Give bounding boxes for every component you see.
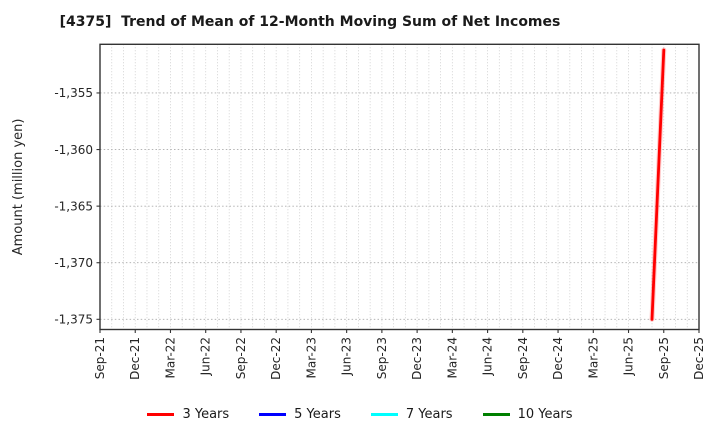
svg-text:Mar-24: Mar-24 [445,337,459,378]
legend-item-7-years: 7 Years [370,406,453,422]
svg-text:Mar-25: Mar-25 [586,337,600,378]
svg-text:-1,355: -1,355 [54,86,93,100]
legend-item-5-years: 5 Years [259,407,341,422]
chart-title: [4375] Trend of Mean of 12-Month Moving … [59,14,561,30]
svg-text:Jun-23: Jun-23 [340,337,354,376]
svg-text:Mar-23: Mar-23 [304,337,318,378]
legend-line-swatch-7-years [370,412,398,416]
svg-text:Sep-25: Sep-25 [657,337,671,379]
svg-text:Sep-21: Sep-21 [93,337,107,379]
svg-text:Sep-24: Sep-24 [516,337,530,379]
svg-text:Jun-22: Jun-22 [199,337,213,376]
svg-text:Dec-22: Dec-22 [269,337,283,380]
svg-text:Dec-21: Dec-21 [128,337,142,380]
legend: 3 Years 5 Years 7 Years 10 Years [0,404,720,424]
svg-text:Dec-25: Dec-25 [692,337,706,380]
svg-text:Dec-23: Dec-23 [410,337,424,380]
svg-text:-1,370: -1,370 [54,256,93,270]
svg-text:Sep-23: Sep-23 [375,337,389,379]
svg-text:-1,375: -1,375 [54,313,93,327]
svg-text:Sep-22: Sep-22 [234,337,248,379]
svg-text:Jun-25: Jun-25 [622,337,636,376]
legend-label-3-years: 3 Years [182,406,230,422]
legend-line-swatch-10-years [482,412,510,416]
legend-item-3-years: 3 Years [147,407,229,422]
legend-label-5-years: 5 Years [294,406,341,422]
svg-text:Mar-22: Mar-22 [163,337,177,378]
legend-line-swatch-5-years [259,412,287,416]
y-axis-label: Amount (million yen) [11,119,26,256]
legend-label-7-years: 7 Years [405,406,453,422]
svg-text:Dec-24: Dec-24 [551,337,565,380]
svg-text:Jun-24: Jun-24 [481,337,495,376]
svg-text:-1,365: -1,365 [54,199,93,213]
svg-text:-1,360: -1,360 [54,143,93,157]
legend-item-10-years: 10 Years [482,406,573,422]
legend-label-10-years: 10 Years [517,406,573,422]
legend-line-swatch-3-years [147,412,175,416]
